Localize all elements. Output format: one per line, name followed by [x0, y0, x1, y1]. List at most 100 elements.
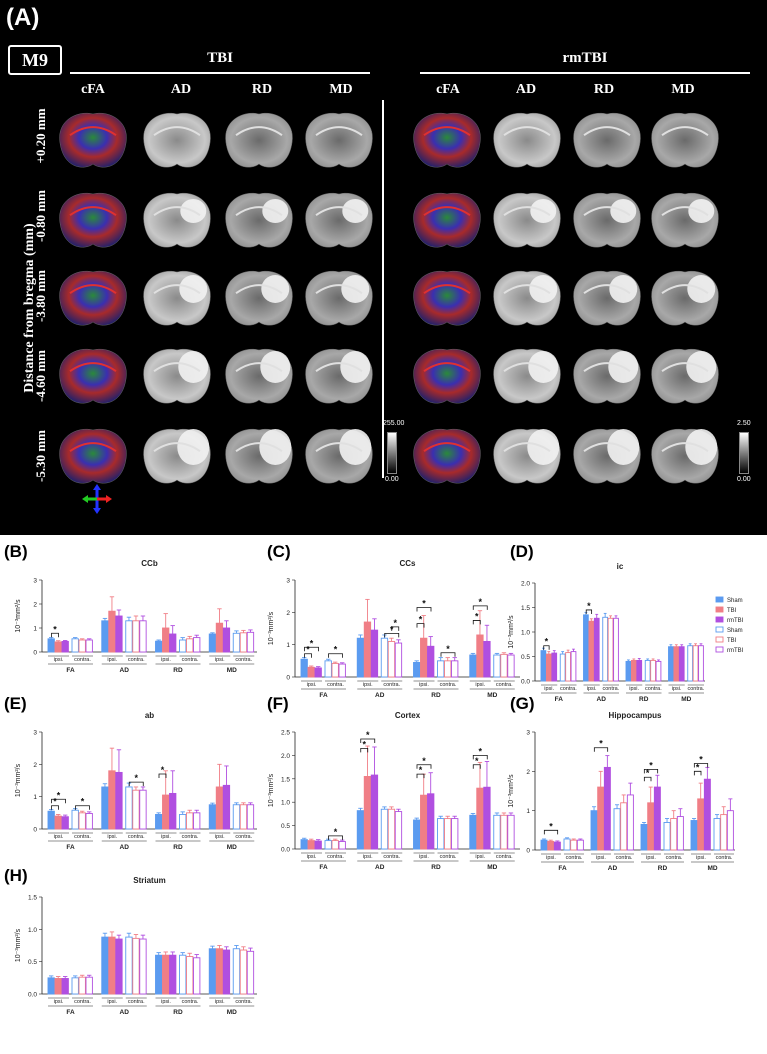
- brain-slice-cfa-map: [59, 112, 127, 168]
- bar: [125, 620, 133, 653]
- y-tick-label: 0: [526, 848, 530, 855]
- brain-slice-md-map: [651, 270, 719, 326]
- significance-bracket: [51, 805, 59, 810]
- y-tick-label: 0.0: [28, 992, 37, 999]
- bar: [239, 632, 248, 653]
- bar: [726, 810, 734, 851]
- brain-outline: [59, 428, 127, 484]
- corpus-callosum: [315, 362, 363, 373]
- panel-label: (B): [4, 542, 28, 561]
- significance-bracket: [693, 763, 709, 768]
- bar: [193, 637, 201, 653]
- bar: [338, 663, 346, 678]
- brain-slice-rd-map: [225, 112, 293, 168]
- bar: [476, 634, 484, 678]
- bar: [169, 633, 177, 653]
- brain-slice-cfa-map: [413, 112, 481, 168]
- significance-star: *: [649, 760, 653, 770]
- x-sub-label: ipsi.: [307, 854, 317, 860]
- bar: [115, 938, 123, 995]
- significance-bracket: [128, 781, 144, 787]
- bar: [469, 654, 477, 678]
- x-sub-label: contra.: [182, 657, 199, 663]
- x-sub-label: contra.: [496, 854, 513, 860]
- x-sub-label: ipsi.: [54, 834, 64, 840]
- bar: [222, 949, 231, 995]
- significance-star: *: [419, 765, 423, 775]
- bar: [155, 814, 163, 830]
- brain-outline: [413, 428, 481, 484]
- brain-slice-rd-map: [225, 428, 293, 484]
- bar: [61, 640, 69, 653]
- significance-star: *: [646, 768, 650, 778]
- significance-star: *: [419, 615, 423, 625]
- bar: [597, 786, 605, 851]
- corpus-callosum: [661, 284, 709, 295]
- brain-slice-rd-map: [573, 348, 641, 404]
- significance-star: *: [161, 765, 165, 775]
- x-sub-label: contra.: [616, 855, 633, 861]
- significance-star: *: [334, 827, 338, 837]
- colorbar-max: 2.50: [737, 420, 751, 427]
- bar: [155, 954, 163, 995]
- bar: [387, 640, 396, 678]
- bar: [427, 645, 435, 678]
- bar: [222, 627, 231, 653]
- col-header-cfa: cFA: [81, 82, 105, 97]
- significance-star: *: [366, 730, 370, 740]
- corpus-callosum: [153, 442, 201, 453]
- significance-star: *: [478, 597, 482, 607]
- y-tick-label: 2: [286, 610, 290, 617]
- legend-swatch: [715, 596, 724, 603]
- brain-slice-rd-map: [573, 428, 641, 484]
- significance-bracket: [360, 738, 376, 744]
- significance-star: *: [57, 790, 61, 800]
- x-sub-label: ipsi.: [419, 854, 429, 860]
- y-tick-label: 3: [286, 578, 290, 585]
- panel-label: (E): [4, 694, 27, 713]
- significance-bracket: [384, 632, 400, 638]
- bar: [690, 820, 698, 851]
- bar: [314, 667, 322, 678]
- bar: [602, 616, 609, 682]
- x-category-label: RD: [431, 692, 441, 699]
- bar: [139, 789, 147, 830]
- bar: [469, 814, 477, 850]
- chart-striatum: Striatum 0.0 0.5 1.0 1.5 10⁻³mm²/s ipsi. contra…: [15, 876, 257, 1016]
- significance-star: *: [422, 756, 426, 766]
- bar: [507, 814, 515, 850]
- x-sub-label: ipsi.: [587, 686, 597, 692]
- bar: [588, 620, 595, 682]
- bar: [678, 646, 685, 682]
- corpus-callosum: [583, 206, 631, 217]
- bar: [387, 808, 396, 850]
- x-sub-label: contra.: [560, 686, 577, 692]
- y-tick-label: 0.0: [521, 679, 530, 686]
- bar: [115, 615, 123, 653]
- y-tick-label: 1: [33, 794, 37, 801]
- x-category-label: AD: [608, 865, 618, 872]
- bar: [307, 840, 315, 850]
- col-header-ad: AD: [170, 82, 192, 97]
- brain-slice-rd-map: [573, 112, 641, 168]
- bar: [125, 786, 133, 830]
- brain-slice-md-map: [305, 348, 373, 404]
- corpus-callosum: [69, 206, 117, 217]
- corpus-callosum: [503, 284, 551, 295]
- x-sub-label: ipsi.: [215, 834, 225, 840]
- bar: [101, 620, 109, 653]
- bar: [500, 814, 508, 850]
- y-tick-label: 2: [33, 602, 37, 609]
- x-sub-label: ipsi.: [629, 686, 639, 692]
- brain-slice-cfa-map: [413, 428, 481, 484]
- brain-slice-cfa-map: [413, 270, 481, 326]
- significance-star: *: [549, 821, 553, 831]
- y-tick-label: 0.0: [281, 847, 290, 854]
- x-sub-label: ipsi.: [363, 682, 373, 688]
- x-sub-label: ipsi.: [215, 999, 225, 1005]
- y-tick-label: 1.5: [28, 895, 37, 902]
- x-sub-label: ipsi.: [544, 686, 554, 692]
- x-sub-label: contra.: [182, 834, 199, 840]
